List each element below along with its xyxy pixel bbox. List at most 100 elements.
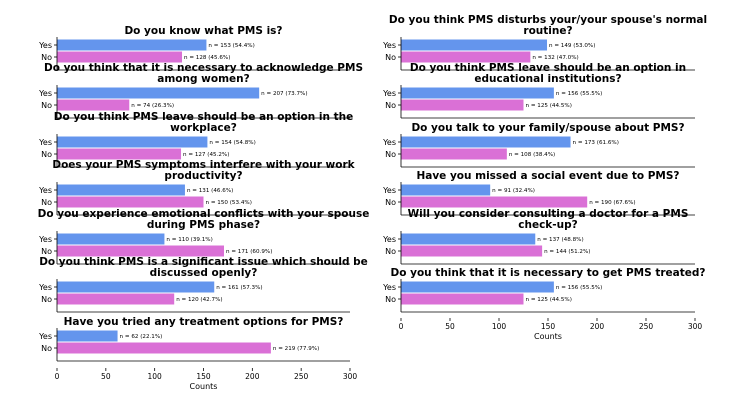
panel-title-line: Do you know what PMS is? [124, 25, 282, 37]
data-label: n = 144 (51.2%) [544, 249, 590, 255]
x-tick-label: 200 [590, 322, 605, 331]
category-label: No [41, 101, 52, 110]
panel-title-line: during PMS phase? [147, 219, 260, 231]
x-tick-label: 300 [688, 322, 703, 331]
category-label: Yes [382, 186, 396, 195]
x-tick-label: 150 [541, 322, 556, 331]
panel-title-line: check-up? [518, 219, 577, 231]
panel-title: Do you think PMS disturbs your/your spou… [389, 14, 707, 37]
data-label: n = 156 (55.5%) [556, 91, 602, 97]
category-label: No [41, 198, 52, 207]
data-label: n = 173 (61.6%) [573, 140, 619, 146]
panel-title-line: workplace? [170, 122, 237, 134]
bar-yes [401, 136, 571, 148]
data-label: n = 125 (44.5%) [526, 103, 572, 109]
data-label: n = 161 (57.3%) [216, 285, 262, 291]
bar-yes [57, 136, 208, 148]
panel-title-line: discussed openly? [150, 267, 258, 279]
bar-yes [401, 233, 536, 245]
category-label: No [385, 150, 396, 159]
panel-title: Do you know what PMS is? [124, 25, 282, 37]
x-tick-label: 100 [148, 372, 163, 381]
data-label: n = 154 (54.8%) [209, 140, 255, 146]
panel-title-line: Do you think PMS leave should be an opti… [54, 111, 354, 123]
bar-no [57, 51, 183, 63]
category-label: No [385, 247, 396, 256]
bar-yes [401, 87, 554, 99]
data-label: n = 132 (47.0%) [532, 55, 578, 61]
x-axis-label: Counts [190, 382, 218, 391]
bar-yes [401, 39, 548, 51]
x-axis-label: Counts [534, 332, 562, 341]
category-label: Yes [382, 283, 396, 292]
x-tick-label: 0 [399, 322, 404, 331]
panel-title-line: Do you talk to your family/spouse about … [411, 122, 684, 134]
category-label: Yes [38, 41, 52, 50]
category-label: Yes [382, 41, 396, 50]
data-label: n = 153 (54.4%) [208, 43, 254, 49]
bar-no [57, 245, 225, 257]
panel-title-line: Have you tried any treatment options for… [64, 316, 344, 328]
bar-yes [57, 39, 207, 51]
data-label: n = 91 (32.4%) [492, 188, 535, 194]
bar-yes [401, 184, 491, 196]
bar-no [401, 99, 524, 111]
panel-title-line: productivity? [164, 170, 242, 182]
x-tick-label: 250 [294, 372, 309, 381]
x-tick-label: 50 [445, 322, 455, 331]
bar-no [57, 196, 204, 208]
data-label: n = 131 (46.6%) [187, 188, 233, 194]
bar-no [57, 293, 175, 305]
category-label: Yes [382, 235, 396, 244]
panel-title-line: Do you experience emotional conflicts wi… [38, 208, 370, 220]
bar-no [57, 342, 271, 354]
category-label: Yes [38, 235, 52, 244]
panel-title-line: educational institutions? [474, 73, 621, 85]
data-label: n = 207 (73.7%) [261, 91, 307, 97]
panel-title: Do you think that it is necessary to ack… [44, 62, 363, 85]
bar-yes [57, 184, 185, 196]
data-label: n = 120 (42.7%) [176, 297, 222, 303]
panel-title-line: Does your PMS symptoms interfere with yo… [52, 159, 355, 171]
category-label: No [385, 198, 396, 207]
panel-title-line: Do you think that it is necessary to get… [391, 267, 706, 279]
x-tick-label: 100 [492, 322, 507, 331]
x-tick-label: 250 [639, 322, 654, 331]
data-label: n = 125 (44.5%) [526, 297, 572, 303]
category-label: Yes [382, 89, 396, 98]
panel-title: Have you tried any treatment options for… [64, 316, 344, 328]
data-label: n = 108 (38.4%) [509, 152, 555, 158]
data-label: n = 74 (26.3%) [131, 103, 174, 109]
category-label: Yes [38, 283, 52, 292]
data-label: n = 156 (55.5%) [556, 285, 602, 291]
bar-yes [57, 233, 165, 245]
panel-title-line: Have you missed a social event due to PM… [416, 170, 679, 182]
panel-title: Have you missed a social event due to PM… [416, 170, 679, 182]
data-label: n = 190 (67.6%) [589, 200, 635, 206]
category-label: No [41, 344, 52, 353]
data-label: n = 219 (77.9%) [273, 346, 319, 352]
panel-title: Will you consider consulting a doctor fo… [408, 208, 689, 231]
panel-title: Do you think PMS is a significant issue … [39, 256, 368, 279]
x-tick-label: 200 [245, 372, 260, 381]
bar-no [401, 245, 543, 257]
category-label: No [41, 150, 52, 159]
bar-yes [401, 281, 554, 293]
panel-title: Do you think PMS leave should be an opti… [54, 111, 354, 134]
category-label: No [385, 53, 396, 62]
panel-title: Do you think PMS leave should be an opti… [410, 62, 686, 85]
panel-title: Does your PMS symptoms interfere with yo… [52, 159, 355, 182]
panel-title-line: Will you consider consulting a doctor fo… [408, 208, 689, 220]
x-tick-label: 0 [55, 372, 60, 381]
bar-no [401, 196, 588, 208]
bar-yes [57, 87, 260, 99]
category-label: No [41, 295, 52, 304]
panel-title-line: Do you think PMS disturbs your/your spou… [389, 14, 707, 26]
bar-yes [57, 281, 215, 293]
data-label: n = 137 (48.8%) [537, 237, 583, 243]
data-label: n = 149 (53.0%) [549, 43, 595, 49]
panel-title: Do you talk to your family/spouse about … [411, 122, 684, 134]
category-label: Yes [38, 138, 52, 147]
category-label: No [385, 295, 396, 304]
